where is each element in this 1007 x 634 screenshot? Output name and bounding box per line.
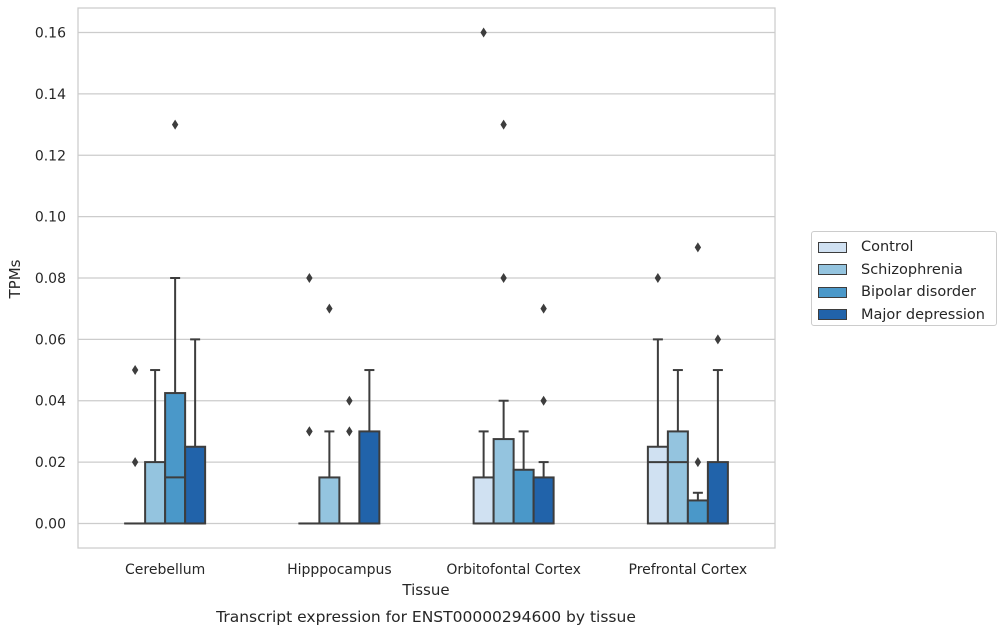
box-control: [124, 365, 147, 525]
outlier-point: [500, 119, 507, 130]
y-tick-label: 0.14: [35, 87, 66, 103]
box-iqr: [492, 438, 515, 525]
x-tick-label: Orbitofontal Cortex: [446, 562, 581, 578]
box-schizophrenia: [318, 303, 341, 525]
y-axis-ticks: 0.00 0.02 0.04 0.06 0.08 0.10 0.12 0.14 0.16: [35, 26, 66, 533]
y-tick-label: 0.08: [35, 271, 66, 287]
box-bipolar-disorder: [686, 242, 709, 525]
legend-swatch: [818, 286, 847, 298]
box-iqr: [472, 476, 495, 525]
y-axis-label: TPMs: [6, 259, 24, 299]
box-iqr: [318, 476, 341, 525]
legend-swatch: [818, 241, 847, 253]
legend-label: Bipolar disorder: [861, 284, 976, 301]
box-schizophrenia: [666, 369, 689, 525]
outlier-point: [131, 365, 139, 376]
legend-item: Bipolar disorder: [818, 281, 990, 304]
box-iqr: [686, 499, 709, 525]
legend-item: Schizophrenia: [818, 259, 990, 282]
plot-area-frame: [77, 7, 776, 549]
box-iqr: [358, 430, 381, 525]
box-control: [472, 27, 495, 525]
outlier-point: [171, 119, 179, 130]
box-iqr: [164, 392, 187, 525]
y-tick-label: 0.06: [35, 332, 66, 348]
outlier-point: [654, 273, 662, 283]
x-tick-label: Prefrontal Cortex: [629, 562, 748, 578]
x-tick-label: Hipppocampus: [287, 562, 392, 578]
legend-item: Major depression: [818, 304, 990, 327]
box-iqr: [512, 468, 535, 525]
legend-swatch: [818, 309, 847, 321]
y-tick-label: 0.12: [35, 148, 66, 164]
box-iqr: [646, 445, 669, 525]
box-control: [298, 273, 321, 525]
outlier-point: [694, 242, 702, 253]
legend: Control Schizophrenia Bipolar disorder Majo…: [811, 231, 997, 326]
outlier-point: [694, 457, 702, 468]
y-tick-label: 0.00: [35, 516, 66, 532]
legend-item: Control: [818, 236, 990, 259]
outlier-point: [714, 334, 722, 345]
legend-label: Schizophrenia: [861, 261, 963, 278]
y-tick-label: 0.04: [35, 394, 66, 410]
box-iqr: [706, 461, 729, 525]
outlier-point: [540, 303, 547, 314]
y-tick-label: 0.16: [35, 26, 66, 42]
x-axis-ticks: Cerebellum Hipppocampus Orbitofontal Corte…: [125, 562, 747, 578]
y-tick-label: 0.10: [35, 210, 66, 226]
outlier-point: [326, 303, 333, 314]
box-iqr: [532, 476, 555, 525]
outlier-point: [480, 27, 487, 38]
legend-label: Control: [861, 239, 914, 256]
outlier-point: [540, 395, 547, 406]
legend-label: Major depression: [861, 306, 985, 323]
outlier-point: [131, 457, 139, 468]
legend-swatch: [818, 264, 847, 276]
box-major-depression: [706, 334, 729, 525]
box-schizophrenia: [492, 119, 515, 525]
chart-title: Transcript expression for ENST0000029460…: [215, 608, 636, 626]
outlier-point: [346, 395, 353, 406]
box-major-depression: [184, 338, 207, 525]
box-iqr: [184, 445, 207, 525]
outlier-point: [306, 426, 313, 437]
box-bipolar-disorder: [164, 119, 187, 525]
x-axis-label: Tissue: [401, 581, 449, 599]
box-bipolar-disorder: [338, 395, 361, 525]
box-control: [646, 273, 669, 525]
box-schizophrenia: [144, 369, 167, 525]
outlier-point: [500, 273, 507, 283]
box-iqr: [666, 430, 689, 525]
box-major-depression: [532, 303, 555, 525]
x-tick-label: Cerebellum: [125, 562, 205, 578]
outlier-point: [306, 273, 313, 283]
box-iqr: [144, 461, 167, 525]
box-series: [124, 27, 729, 525]
box-major-depression: [358, 369, 381, 525]
y-tick-label: 0.02: [35, 455, 66, 471]
outlier-point: [346, 426, 353, 437]
box-bipolar-disorder: [512, 430, 535, 525]
